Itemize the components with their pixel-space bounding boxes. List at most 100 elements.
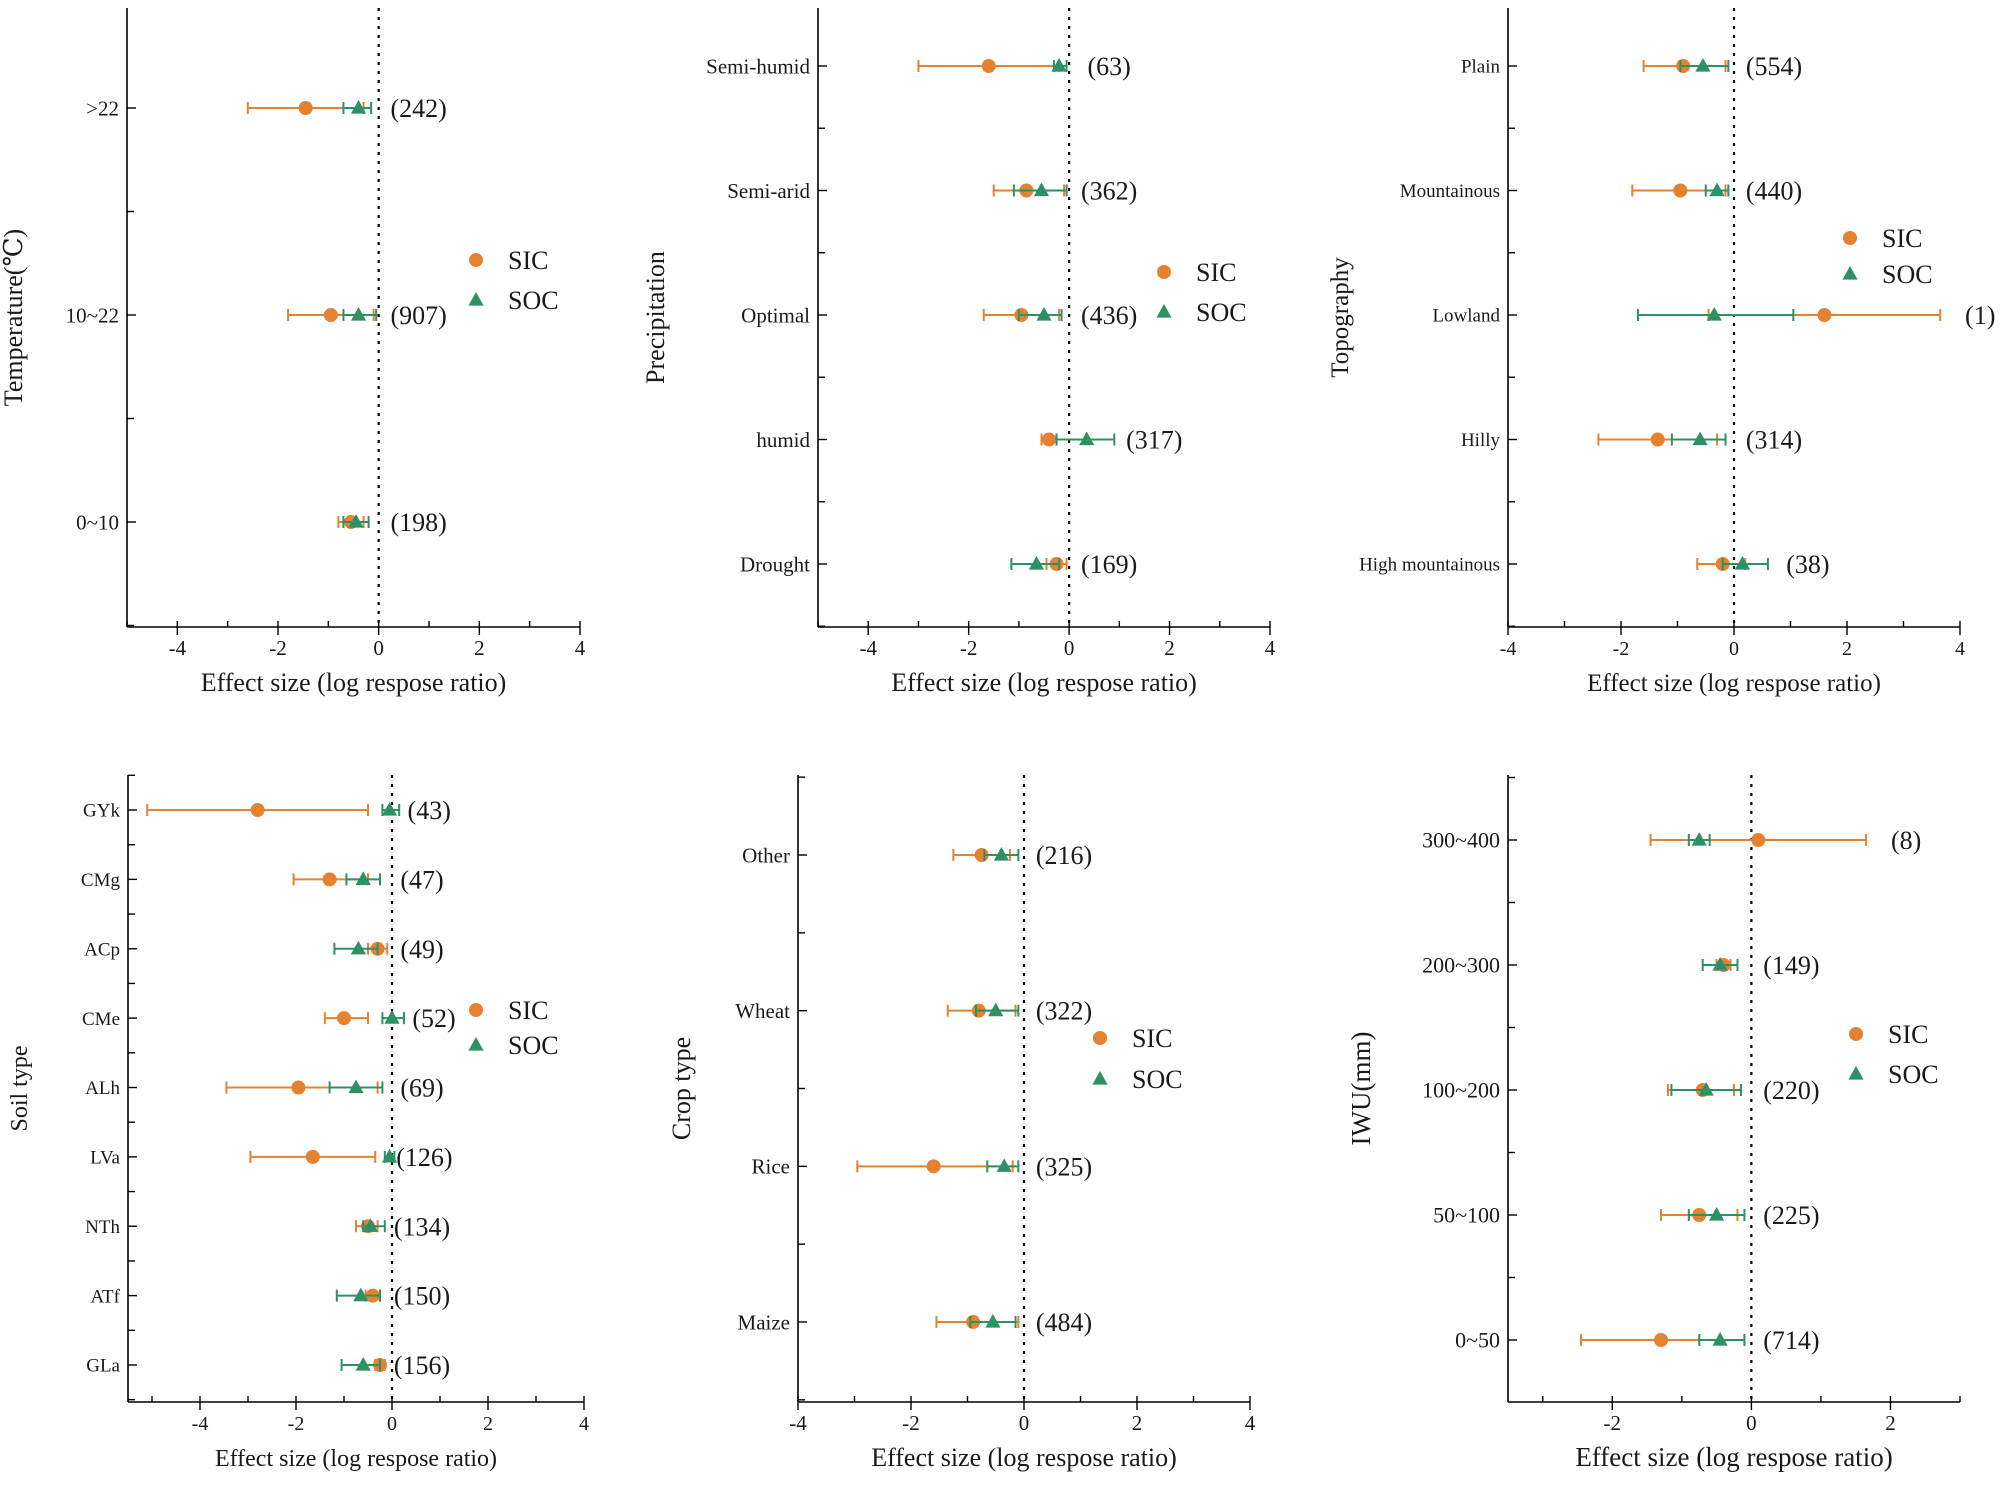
point-sic [1673, 183, 1688, 198]
point-soc [362, 1218, 378, 1232]
category-label: 0~50 [1455, 1328, 1500, 1353]
sample-count-label: (220) [1763, 1076, 1819, 1105]
point-sic [305, 1149, 320, 1164]
sample-count-label: (317) [1126, 426, 1182, 455]
x-tick-label: 2 [1885, 1411, 1896, 1435]
point-soc [350, 307, 367, 321]
x-tick-label: -4 [1500, 638, 1517, 660]
x-tick-label: 2 [1132, 1411, 1143, 1435]
legend-marker-sic [1843, 231, 1857, 245]
y-axis-label: Temperature(℃) [0, 229, 28, 406]
legend-label-soc: SOC [1196, 298, 1247, 327]
point-sic [337, 1011, 351, 1026]
y-axis-label: Crop type [667, 1037, 696, 1140]
category-label: 50~100 [1433, 1203, 1500, 1228]
category-label: Semi-humid [706, 54, 810, 78]
x-axis-label: Effect size (log respose ratio) [201, 668, 507, 697]
category-label: >22 [86, 96, 119, 120]
point-sic [1653, 1333, 1668, 1347]
x-tick-label: 0 [1746, 1411, 1757, 1435]
legend-label-sic: SIC [1882, 224, 1922, 253]
point-soc [1079, 431, 1095, 446]
x-axis-label: Effect size (log respose ratio) [1587, 670, 1881, 697]
legend-label-soc: SOC [1132, 1065, 1183, 1094]
x-tick-label: 2 [474, 636, 485, 660]
point-soc [1712, 1332, 1728, 1346]
point-soc [355, 1357, 371, 1371]
point-sic [1042, 432, 1057, 447]
point-soc [382, 802, 398, 816]
sample-count-label: (43) [408, 796, 451, 825]
category-label: High mountainous [1359, 555, 1500, 576]
point-soc [1692, 431, 1708, 446]
sample-count-label: (322) [1036, 997, 1092, 1026]
x-tick-label: 2 [483, 1413, 493, 1435]
legend-label-soc: SOC [1882, 260, 1933, 289]
legend-label-sic: SIC [508, 246, 548, 275]
point-soc [1028, 556, 1045, 570]
sample-count-label: (554) [1746, 52, 1802, 81]
sample-count-label: (149) [1763, 951, 1819, 980]
point-soc [348, 514, 364, 528]
point-soc [1712, 957, 1728, 971]
category-label: ACp [84, 939, 120, 960]
point-sic [250, 803, 265, 817]
point-soc [996, 1158, 1012, 1172]
sample-count-label: (38) [1786, 550, 1829, 579]
point-soc [353, 1287, 369, 1302]
sample-count-label: (169) [1081, 550, 1137, 579]
panel-soil-type: -4 -2 0 2 4 Effect size (log respose ratio) So… [7, 774, 589, 1472]
category-label: LVa [90, 1148, 120, 1169]
legend-marker-soc [468, 1037, 484, 1051]
x-tick-label: 0 [1019, 1411, 1030, 1435]
x-axis-label: Effect size (log respose ratio) [891, 668, 1197, 697]
point-soc [384, 1010, 400, 1024]
legend-marker-sic [469, 253, 483, 267]
panel-temperature: -4 -2 0 2 4 Effect size (log respose ratio) Te… [0, 8, 586, 697]
legend-marker-soc [1848, 1066, 1864, 1080]
point-soc [1051, 58, 1067, 72]
category-label: 0~10 [76, 510, 119, 534]
x-tick-label: -2 [269, 636, 287, 660]
x-tick-label: -4 [169, 636, 187, 660]
point-soc [1691, 832, 1707, 846]
category-label: Hilly [1461, 430, 1501, 451]
point-sic [291, 1080, 306, 1095]
sample-count-label: (907) [391, 301, 447, 330]
sample-count-label: (484) [1036, 1308, 1092, 1337]
sample-count-label: (242) [391, 94, 447, 123]
y-axis-label: Topography [1327, 257, 1354, 378]
legend-marker-sic [1093, 1031, 1107, 1045]
point-sic [926, 1159, 941, 1174]
x-tick-label: 4 [1955, 638, 1965, 660]
category-label: GLa [86, 1356, 120, 1377]
x-tick-label: 2 [1842, 638, 1852, 660]
legend: SIC SOC [1848, 1020, 1939, 1089]
point-sic [322, 872, 337, 887]
legend-marker-sic [469, 1003, 483, 1017]
legend: SIC SOC [468, 246, 559, 315]
category-label: Maize [738, 1310, 790, 1334]
legend-label-soc: SOC [508, 1031, 559, 1060]
legend-marker-sic [1849, 1027, 1863, 1041]
category-label: Rice [752, 1155, 790, 1179]
category-label: Drought [740, 552, 810, 576]
y-axis-label: IWU(mm) [1346, 1032, 1376, 1146]
sample-count-label: (225) [1763, 1201, 1819, 1230]
x-tick-label: -2 [288, 1413, 305, 1435]
panel-iwu: -2 0 2 Effect size (log respose ratio) IWU(m… [1346, 775, 1961, 1472]
category-label: ALh [85, 1078, 120, 1099]
point-soc [1709, 182, 1725, 197]
legend-marker-soc [1842, 266, 1858, 280]
x-tick-label: -4 [859, 636, 877, 660]
legend: SIC SOC [468, 996, 559, 1060]
category-label: NTh [85, 1217, 120, 1238]
sample-count-label: (714) [1763, 1326, 1819, 1355]
x-tick-label: 4 [1265, 636, 1276, 660]
point-sic [981, 59, 996, 73]
point-sic [298, 101, 313, 115]
category-label: 300~400 [1422, 828, 1500, 853]
legend-label-soc: SOC [1888, 1060, 1939, 1089]
point-soc [348, 1079, 364, 1094]
category-label: Semi-arid [727, 179, 810, 203]
